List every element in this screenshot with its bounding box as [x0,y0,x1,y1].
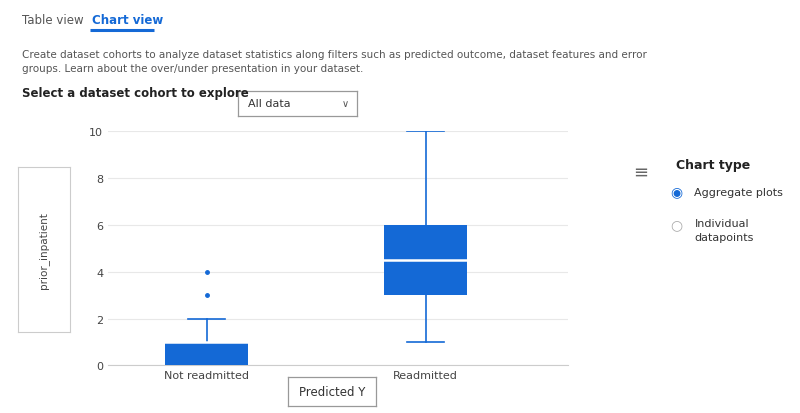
Bar [165,342,248,366]
Text: Chart type: Chart type [676,159,750,172]
Text: groups. Learn about the over/under presentation in your dataset.: groups. Learn about the over/under prese… [22,64,364,74]
Text: All data: All data [248,99,290,109]
Text: Chart view: Chart view [92,14,163,27]
Text: prior_inpatient: prior_inpatient [38,211,49,288]
Text: ≡: ≡ [634,163,649,181]
Text: ◉: ◉ [670,185,682,199]
Text: ○: ○ [670,218,682,232]
Bar [384,225,467,296]
Text: Aggregate plots: Aggregate plots [694,187,783,197]
Text: Create dataset cohorts to analyze dataset statistics along filters such as predi: Create dataset cohorts to analyze datase… [22,50,647,59]
Text: datapoints: datapoints [694,233,754,242]
Text: Individual: Individual [694,218,749,228]
Text: Table view: Table view [22,14,84,27]
Text: Predicted Y: Predicted Y [299,385,365,398]
Text: ∨: ∨ [342,99,349,109]
Text: Select a dataset cohort to explore: Select a dataset cohort to explore [22,87,249,100]
